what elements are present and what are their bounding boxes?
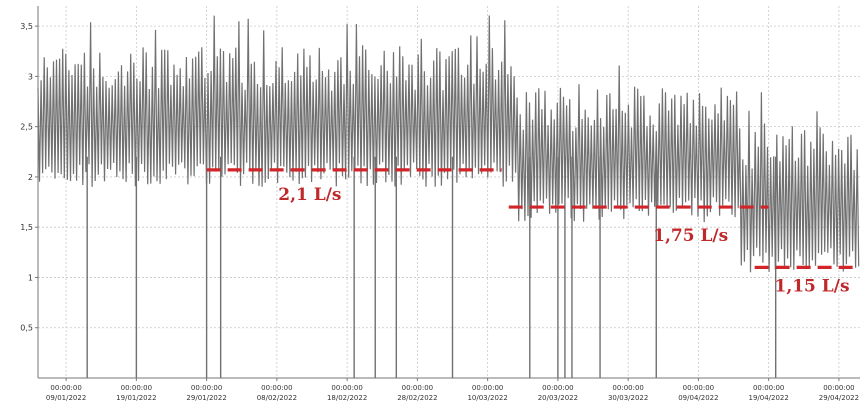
x-tick-time: 00:00:00	[121, 384, 152, 392]
flow-label: 1,15 L/s	[774, 276, 849, 296]
x-tick-date: 08/02/2022	[257, 394, 297, 402]
y-tick-label: 2	[28, 173, 33, 182]
x-tick-date: 29/04/2022	[819, 394, 859, 402]
x-tick-time: 00:00:00	[402, 384, 433, 392]
x-tick-time: 00:00:00	[542, 384, 573, 392]
y-tick-labels: 0,5 1 1,5 2 2,5 3 3,5	[20, 22, 38, 333]
y-tick-label: 0,5	[20, 324, 33, 333]
x-tick-time: 00:00:00	[191, 384, 222, 392]
flow-labels: 2,1 L/s 1,75 L/s 1,15 L/s	[278, 185, 849, 297]
x-tick-time: 00:00:00	[753, 384, 784, 392]
x-tick-date: 09/01/2022	[46, 394, 86, 402]
y-tick-label: 3	[28, 72, 33, 81]
x-tick-date: 18/02/2022	[327, 394, 367, 402]
x-tick-date: 10/03/2022	[467, 394, 507, 402]
x-tick-date: 19/01/2022	[116, 394, 156, 402]
y-tick-label: 3,5	[20, 22, 33, 31]
flow-label: 2,1 L/s	[278, 185, 341, 205]
flow-label: 1,75 L/s	[653, 226, 728, 246]
x-tick-date: 30/03/2022	[608, 394, 648, 402]
x-tick-time: 00:00:00	[331, 384, 362, 392]
x-tick-time: 00:00:00	[683, 384, 714, 392]
x-tick-date: 20/03/2022	[538, 394, 578, 402]
x-tick-time: 00:00:00	[612, 384, 643, 392]
x-tick-date: 09/04/2022	[678, 394, 718, 402]
x-tick-date: 29/01/2022	[186, 394, 226, 402]
y-tick-label: 1,5	[20, 223, 33, 232]
x-tick-time: 00:00:00	[261, 384, 292, 392]
x-tick-time: 00:00:00	[823, 384, 854, 392]
flow-series-line	[37, 15, 860, 273]
x-tick-labels: 00:00:00 09/01/2022 00:00:00 19/01/2022 00:0…	[46, 378, 859, 402]
y-tick-label: 2,5	[20, 123, 33, 132]
flow-series	[37, 15, 860, 378]
x-tick-date: 19/04/2022	[748, 394, 788, 402]
y-tick-label: 1	[28, 273, 33, 282]
axes	[37, 6, 860, 379]
x-tick-date: 28/02/2022	[397, 394, 437, 402]
x-tick-time: 00:00:00	[472, 384, 503, 392]
reference-lines	[206, 168, 859, 270]
x-tick-time: 00:00:00	[50, 384, 81, 392]
